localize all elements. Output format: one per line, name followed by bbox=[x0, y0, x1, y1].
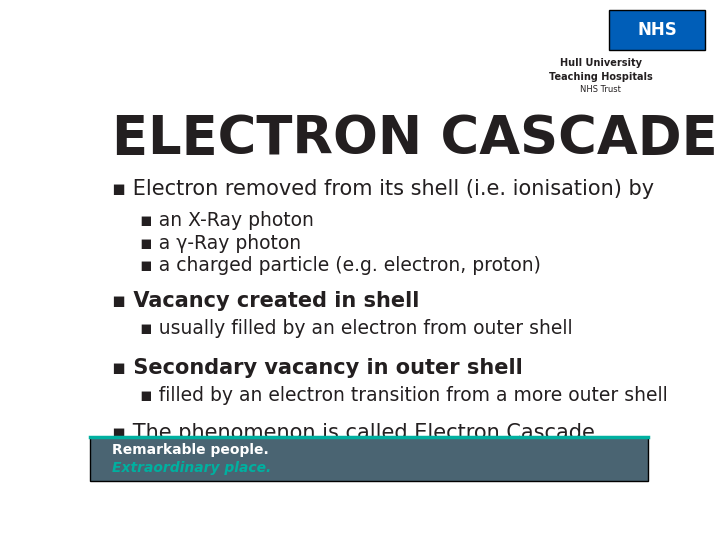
FancyBboxPatch shape bbox=[90, 437, 648, 481]
Text: ▪ an X-Ray photon: ▪ an X-Ray photon bbox=[140, 211, 314, 230]
Text: Remarkable people.: Remarkable people. bbox=[112, 443, 269, 457]
Text: NHS: NHS bbox=[637, 21, 677, 39]
Text: NHS Trust: NHS Trust bbox=[580, 85, 621, 94]
Text: ▪ usually filled by an electron from outer shell: ▪ usually filled by an electron from out… bbox=[140, 319, 573, 338]
Text: ELECTRON CASCADE: ELECTRON CASCADE bbox=[112, 113, 718, 165]
Text: Hull University: Hull University bbox=[559, 58, 642, 69]
FancyBboxPatch shape bbox=[609, 10, 705, 50]
Text: ▪ The phenomenon is called Electron Cascade: ▪ The phenomenon is called Electron Casc… bbox=[112, 423, 595, 443]
Text: ▪ a γ-Ray photon: ▪ a γ-Ray photon bbox=[140, 234, 302, 253]
Text: ▪ Vacancy created in shell: ▪ Vacancy created in shell bbox=[112, 292, 420, 312]
Text: ▪ Electron removed from its shell (i.e. ionisation) by: ▪ Electron removed from its shell (i.e. … bbox=[112, 179, 654, 199]
Text: ▪ Secondary vacancy in outer shell: ▪ Secondary vacancy in outer shell bbox=[112, 358, 523, 378]
Text: ▪ a charged particle (e.g. electron, proton): ▪ a charged particle (e.g. electron, pro… bbox=[140, 256, 541, 275]
Text: Extraordinary place.: Extraordinary place. bbox=[112, 461, 271, 475]
Text: Teaching Hospitals: Teaching Hospitals bbox=[549, 72, 652, 82]
Text: ▪ filled by an electron transition from a more outer shell: ▪ filled by an electron transition from … bbox=[140, 386, 668, 405]
